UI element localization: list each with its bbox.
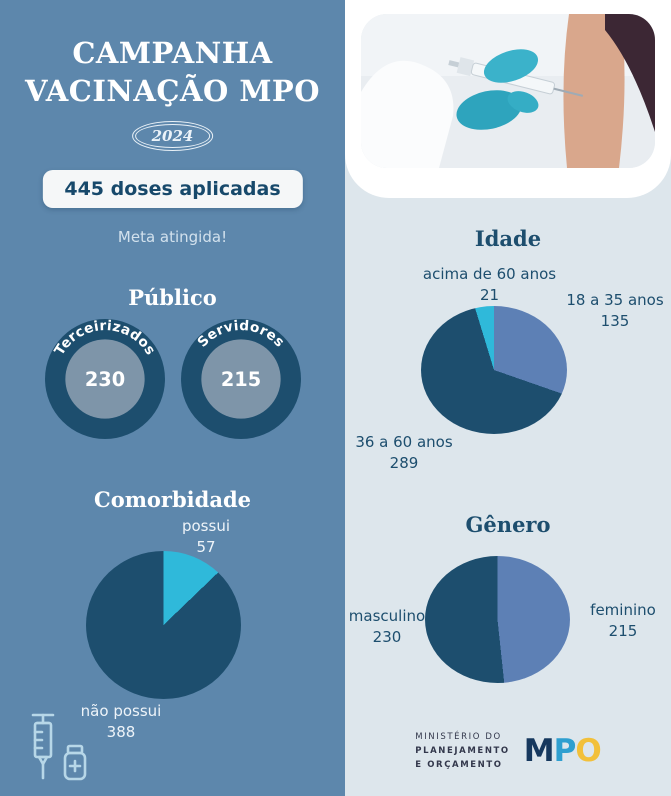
idade-label-36: 36 a 60 anos 289 xyxy=(349,432,459,474)
donut-servidores-value: 215 xyxy=(220,368,260,391)
ministry-footer: Ministério do Planejamento e Orçamento M… xyxy=(345,730,671,772)
comorbidade-heading: Comorbidade xyxy=(93,487,251,512)
year-badge: 2024 xyxy=(131,121,214,151)
publico-heading: Público xyxy=(128,285,217,310)
genero-heading: Gênero xyxy=(465,512,551,537)
mpo-logo-letter-o: O xyxy=(575,733,601,770)
donut-terceirizados-value: 230 xyxy=(84,368,124,391)
publico-circles: Terceirizados 230 Servidores 215 xyxy=(44,318,302,440)
idade-label-60: acima de 60 anos 21 xyxy=(407,264,572,306)
campaign-title: CAMPANHA VACINAÇÃO MPO xyxy=(0,34,345,111)
comorbidade-label-nao-possui-text: não possui xyxy=(80,702,162,720)
genero-label-feminino: feminino 215 xyxy=(585,600,661,642)
donut-terceirizados-graphic: Terceirizados 230 xyxy=(44,318,165,439)
decorative-icons xyxy=(24,708,96,790)
vial-icon xyxy=(63,744,87,781)
ministry-text: Ministério do Planejamento e Orçamento xyxy=(415,730,510,772)
mpo-logo-letter-m: M xyxy=(523,733,555,770)
meta-text: Meta atingida! xyxy=(117,228,228,246)
comorbidade-label-possui-text: possui xyxy=(181,517,230,535)
doses-badge: 445 doses aplicadas xyxy=(42,170,303,208)
donut-servidores: Servidores 215 xyxy=(180,318,302,440)
genero-label-masculino-text: masculino xyxy=(348,607,426,625)
syringe-icon xyxy=(31,713,87,781)
idade-label-36-text: 36 a 60 anos xyxy=(355,433,453,451)
idade-label-36-value: 289 xyxy=(389,454,419,472)
comorbidade-label-possui: possui 57 xyxy=(163,516,249,558)
ministry-line1: Ministério do xyxy=(415,732,502,742)
left-panel: CAMPANHA VACINAÇÃO MPO 2024 445 doses ap… xyxy=(0,34,345,790)
vaccination-photo xyxy=(361,14,655,168)
donut-servidores-graphic: Servidores 215 xyxy=(180,318,301,439)
idade-label-18: 18 a 35 anos 135 xyxy=(563,290,667,332)
genero-label-feminino-value: 215 xyxy=(608,622,638,640)
mpo-logo: MPO xyxy=(523,733,602,770)
campaign-title-line1: CAMPANHA xyxy=(72,36,273,70)
idade-label-18-text: 18 a 35 anos xyxy=(566,291,664,309)
donut-terceirizados: Terceirizados 230 xyxy=(44,318,166,440)
mpo-logo-letter-p: P xyxy=(553,733,577,770)
vaccination-photo-graphic xyxy=(361,14,655,168)
right-panel: Idade acima de 60 anos 21 18 a 35 anos 1… xyxy=(345,0,671,796)
comorbidade-label-nao-possui: não possui 388 xyxy=(68,701,174,743)
idade-label-60-text: acima de 60 anos xyxy=(422,265,557,283)
genero-pie xyxy=(425,556,570,683)
genero-label-masculino: masculino 230 xyxy=(345,606,429,648)
genero-label-feminino-text: feminino xyxy=(590,601,656,619)
idade-label-60-value: 21 xyxy=(479,286,500,304)
idade-pie xyxy=(421,306,567,434)
ministry-line2: Planejamento xyxy=(415,746,510,757)
idade-heading: Idade xyxy=(474,226,542,251)
genero-label-masculino-value: 230 xyxy=(372,628,402,646)
ministry-line3: e Orçamento xyxy=(415,760,503,771)
photo-card xyxy=(345,0,671,198)
comorbidade-pie xyxy=(86,551,241,699)
comorbidade-label-nao-possui-value: 388 xyxy=(106,723,136,741)
idade-label-18-value: 135 xyxy=(600,312,630,330)
comorbidade-label-possui-value: 57 xyxy=(196,538,216,556)
campaign-title-line2: VACINAÇÃO MPO xyxy=(24,74,320,109)
